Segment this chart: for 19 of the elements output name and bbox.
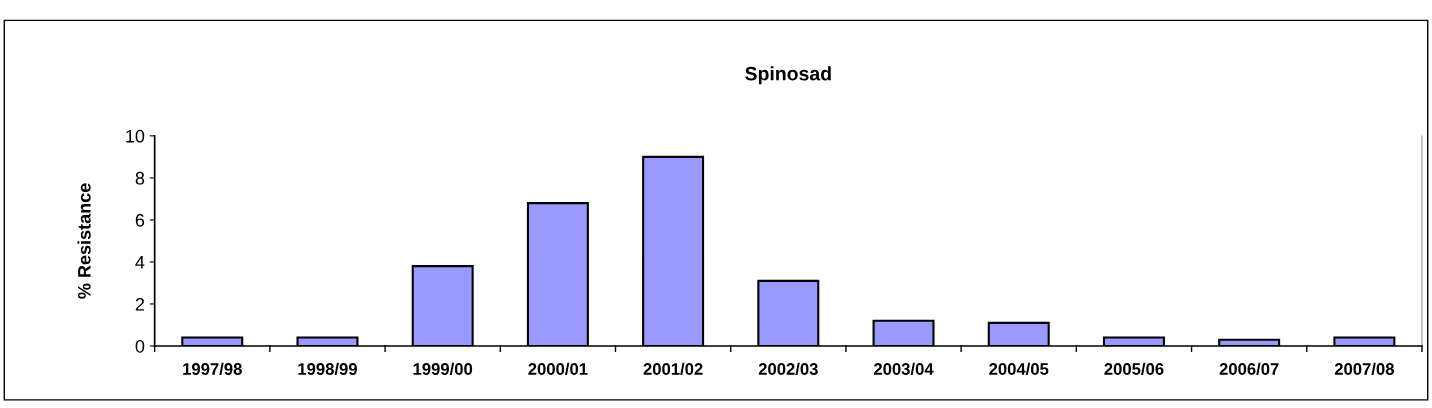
x-tick-label: 2006/07 — [1219, 362, 1279, 376]
x-tick-label: 2005/06 — [1104, 362, 1164, 376]
y-tick-label: 8 — [135, 171, 145, 185]
chart-title: Spinosad — [745, 66, 831, 85]
x-tick-label: 1997/98 — [183, 362, 242, 376]
y-tick-label: 2 — [135, 297, 145, 311]
y-tick-label: 0 — [135, 339, 145, 353]
x-tick-label: 2007/08 — [1334, 362, 1394, 376]
x-tick-label: 2004/05 — [989, 362, 1049, 376]
x-tick-label: 1998/99 — [298, 362, 357, 376]
y-tick-label: 6 — [135, 213, 145, 227]
x-tick-label: 2000/01 — [528, 362, 588, 376]
y-tick-label: 10 — [126, 129, 145, 143]
x-tick-label: 2003/04 — [873, 362, 934, 376]
y-tick-label: 4 — [135, 256, 145, 269]
x-tick-label: 1999/00 — [413, 362, 473, 376]
x-tick-label: 2001/02 — [643, 362, 703, 376]
y-axis-title: % Resistance — [77, 183, 91, 299]
x-tick-label: 2002/03 — [758, 362, 818, 376]
